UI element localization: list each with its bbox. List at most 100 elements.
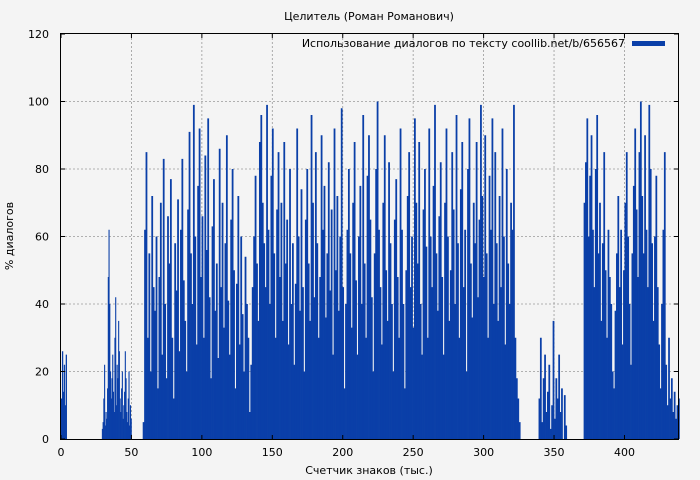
bar — [358, 236, 360, 439]
bar — [201, 216, 204, 439]
bar — [157, 388, 159, 440]
bar — [659, 388, 662, 440]
bar — [325, 317, 327, 439]
bar — [482, 277, 485, 439]
bar — [220, 287, 223, 440]
bar — [162, 158, 165, 440]
bar — [551, 405, 553, 439]
bar — [462, 287, 465, 440]
bar — [447, 236, 449, 439]
bar — [513, 104, 515, 440]
bar — [465, 371, 468, 439]
bar — [195, 344, 198, 439]
bar — [497, 320, 500, 440]
bar — [271, 128, 274, 439]
bar — [261, 202, 264, 439]
bar — [254, 175, 257, 439]
bar — [342, 287, 345, 440]
bar — [283, 142, 286, 439]
bar — [412, 327, 415, 440]
bar — [472, 202, 475, 439]
bar — [488, 175, 491, 439]
bar — [621, 344, 624, 439]
bar — [545, 412, 548, 439]
bar — [448, 320, 451, 440]
tick-labels: 0 20 40 60 80 100 120 0 50 100 150 200 250 300 350 400 — [28, 28, 678, 459]
bar — [159, 202, 162, 439]
bar — [118, 320, 120, 440]
bar — [314, 152, 317, 440]
bar — [651, 243, 653, 439]
bar — [676, 405, 679, 439]
bar — [172, 398, 175, 439]
bar — [645, 229, 648, 439]
bar — [583, 202, 586, 439]
bar — [130, 418, 132, 439]
bar — [106, 418, 108, 439]
bar — [554, 418, 556, 439]
bar — [187, 209, 189, 439]
bar — [620, 229, 622, 439]
bar — [121, 388, 123, 440]
bar — [281, 320, 284, 440]
bar — [556, 398, 559, 439]
bar — [168, 263, 171, 439]
bar — [405, 270, 408, 439]
bar — [266, 104, 268, 440]
bar — [297, 236, 300, 439]
bar — [628, 304, 631, 439]
bar — [247, 337, 250, 439]
bar — [439, 162, 442, 439]
bar — [112, 354, 114, 440]
bar — [515, 378, 518, 439]
bar — [198, 128, 201, 439]
bar — [508, 304, 511, 439]
bar — [503, 236, 505, 439]
bar — [302, 287, 304, 440]
bar — [380, 344, 383, 439]
bar — [129, 405, 132, 439]
bar — [422, 209, 425, 439]
bar — [396, 277, 399, 439]
bar — [386, 320, 389, 440]
bar — [641, 196, 644, 439]
bar — [330, 209, 333, 439]
bar — [327, 162, 330, 439]
bar — [241, 314, 244, 440]
bar — [385, 270, 388, 439]
bar — [593, 287, 596, 440]
bar — [151, 196, 154, 439]
bar — [111, 378, 113, 439]
bar — [649, 169, 652, 439]
bar — [365, 337, 367, 439]
bar — [286, 219, 289, 439]
bar — [428, 128, 431, 439]
bar — [435, 253, 438, 440]
bar — [414, 118, 416, 440]
bar — [177, 199, 179, 440]
bar — [263, 243, 266, 439]
bar — [559, 412, 562, 439]
bar — [211, 226, 214, 440]
bar — [114, 337, 116, 439]
bar — [276, 209, 278, 439]
bar — [675, 418, 677, 439]
bar — [217, 358, 220, 439]
bar — [102, 422, 104, 440]
bar — [656, 287, 659, 440]
bar — [313, 297, 316, 439]
x-tick-label: 300 — [473, 446, 494, 459]
bar — [373, 253, 376, 440]
bar — [393, 219, 396, 439]
bar — [608, 277, 611, 439]
bar — [478, 219, 481, 439]
bar — [398, 337, 400, 439]
bar — [329, 290, 332, 439]
bar — [270, 175, 273, 439]
bar — [161, 354, 164, 440]
y-tick-label: 40 — [35, 298, 49, 311]
bar — [625, 152, 628, 440]
bar — [223, 327, 225, 440]
bar — [61, 398, 63, 439]
bar — [611, 371, 614, 439]
